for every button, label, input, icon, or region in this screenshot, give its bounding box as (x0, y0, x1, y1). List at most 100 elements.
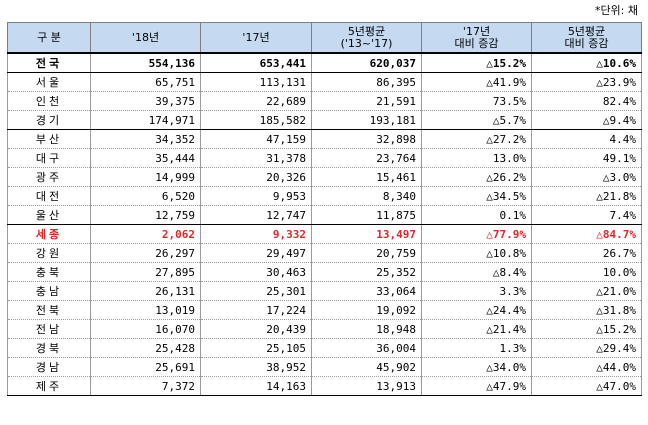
vs2017-cell: △47.9% (421, 376, 532, 396)
y2018-cell: 14,999 (90, 167, 201, 187)
y2018-cell: 25,428 (90, 338, 201, 358)
y2017-cell: 47,159 (200, 129, 312, 149)
vs2017-cell: 13.0% (421, 148, 532, 168)
y2017-cell: 20,439 (200, 319, 312, 339)
vs2017-cell: 0.1% (421, 205, 532, 225)
vs2017-cell: △10.8% (421, 243, 532, 263)
vsavg-cell: 82.4% (531, 91, 642, 111)
vsavg-cell: 7.4% (531, 205, 642, 225)
y2017-cell: 25,301 (200, 281, 312, 301)
avg5-cell: 20,759 (311, 243, 422, 263)
table-row: 대전 6,520 9,953 8,340 △34.5% △21.8% (7, 186, 642, 206)
region-cell: 충남 (7, 281, 91, 301)
vs2017-cell: △26.2% (421, 167, 532, 187)
vs2017-cell: △5.7% (421, 110, 532, 130)
avg5-cell: 8,340 (311, 186, 422, 206)
table-row: 서울 65,751 113,131 86,395 △41.9% △23.9% (7, 72, 642, 92)
avg5-cell: 11,875 (311, 205, 422, 225)
vsavg-cell: △47.0% (531, 376, 642, 396)
header-vs-2017: '17년 대비 증감 (421, 22, 532, 54)
y2017-cell: 9,332 (200, 224, 312, 244)
y2018-cell: 27,895 (90, 262, 201, 282)
region-cell: 전남 (7, 319, 91, 339)
y2017-cell: 653,441 (200, 53, 312, 73)
region-cell: 서울 (7, 72, 91, 92)
avg5-cell: 32,898 (311, 129, 422, 149)
region-cell: 광주 (7, 167, 91, 187)
vsavg-cell: △23.9% (531, 72, 642, 92)
table-row: 대구 35,444 31,378 23,764 13.0% 49.1% (7, 148, 642, 168)
y2017-cell: 113,131 (200, 72, 312, 92)
avg5-cell: 18,948 (311, 319, 422, 339)
table-row: 세종 2,062 9,332 13,497 △77.9% △84.7% (7, 224, 642, 244)
avg5-cell: 15,461 (311, 167, 422, 187)
region-cell: 울산 (7, 205, 91, 225)
vsavg-cell: △21.0% (531, 281, 642, 301)
vsavg-cell: △21.8% (531, 186, 642, 206)
region-cell: 전북 (7, 300, 91, 320)
vsavg-cell: △29.4% (531, 338, 642, 358)
table-row: 충북 27,895 30,463 25,352 △8.4% 10.0% (7, 262, 642, 282)
y2018-cell: 7,372 (90, 376, 201, 396)
vs2017-cell: 3.3% (421, 281, 532, 301)
table-row: 울산 12,759 12,747 11,875 0.1% 7.4% (7, 205, 642, 225)
table-row: 경기 174,971 185,582 193,181 △5.7% △9.4% (7, 110, 642, 130)
avg5-cell: 13,913 (311, 376, 422, 396)
total-row: 전국 554,136 653,441 620,037 △15.2% △10.6% (7, 53, 642, 73)
y2017-cell: 12,747 (200, 205, 312, 225)
header-vs-5yr-avg: 5년평균 대비 증감 (531, 22, 642, 54)
vs2017-cell: △34.0% (421, 357, 532, 377)
region-cell: 경기 (7, 110, 91, 130)
avg5-cell: 86,395 (311, 72, 422, 92)
table-row: 충남 26,131 25,301 33,064 3.3% △21.0% (7, 281, 642, 301)
avg5-cell: 13,497 (311, 224, 422, 244)
vsavg-cell: 10.0% (531, 262, 642, 282)
table-row: 전남 16,070 20,439 18,948 △21.4% △15.2% (7, 319, 642, 339)
vsavg-cell: △3.0% (531, 167, 642, 187)
y2017-cell: 9,953 (200, 186, 312, 206)
region-cell: 대전 (7, 186, 91, 206)
table-body: 전국 554,136 653,441 620,037 △15.2% △10.6% 서울 65,… (7, 53, 642, 396)
table-row: 강원 26,297 29,497 20,759 △10.8% 26.7% (7, 243, 642, 263)
vs2017-cell: 1.3% (421, 338, 532, 358)
y2018-cell: 12,759 (90, 205, 201, 225)
y2018-cell: 13,019 (90, 300, 201, 320)
y2017-cell: 185,582 (200, 110, 312, 130)
table-row: 광주 14,999 20,326 15,461 △26.2% △3.0% (7, 167, 642, 187)
vs2017-cell: △41.9% (421, 72, 532, 92)
vsavg-cell: △84.7% (531, 224, 642, 244)
vs2017-cell: 73.5% (421, 91, 532, 111)
vsavg-cell: 49.1% (531, 148, 642, 168)
unit-note: *단위: 채 (594, 4, 638, 17)
region-cell: 대구 (7, 148, 91, 168)
vs2017-cell: △8.4% (421, 262, 532, 282)
vsavg-cell: △9.4% (531, 110, 642, 130)
table-row: 경북 25,428 25,105 36,004 1.3% △29.4% (7, 338, 642, 358)
y2018-cell: 26,297 (90, 243, 201, 263)
avg5-cell: 23,764 (311, 148, 422, 168)
region-cell: 세종 (7, 224, 91, 244)
y2018-cell: 174,971 (90, 110, 201, 130)
y2017-cell: 31,378 (200, 148, 312, 168)
y2018-cell: 6,520 (90, 186, 201, 206)
region-cell: 제주 (7, 376, 91, 396)
y2018-cell: 554,136 (90, 53, 201, 73)
y2018-cell: 65,751 (90, 72, 201, 92)
region-cell: 충북 (7, 262, 91, 282)
region-cell: 경남 (7, 357, 91, 377)
region-cell: 강원 (7, 243, 91, 263)
header-2018: '18년 (90, 22, 201, 54)
table-row: 인천 39,375 22,689 21,591 73.5% 82.4% (7, 91, 642, 111)
avg5-cell: 19,092 (311, 300, 422, 320)
table-row: 경남 25,691 38,952 45,902 △34.0% △44.0% (7, 357, 642, 377)
y2017-cell: 14,163 (200, 376, 312, 396)
avg5-cell: 25,352 (311, 262, 422, 282)
vs2017-cell: △77.9% (421, 224, 532, 244)
y2018-cell: 34,352 (90, 129, 201, 149)
y2018-cell: 25,691 (90, 357, 201, 377)
table-row: 전북 13,019 17,224 19,092 △24.4% △31.8% (7, 300, 642, 320)
y2017-cell: 25,105 (200, 338, 312, 358)
region-cell: 인천 (7, 91, 91, 111)
housing-table: 구 분 '18년 '17년 5년평균 ('13~'17) '17년 대비 증감 … (7, 22, 642, 396)
vsavg-cell: 26.7% (531, 243, 642, 263)
